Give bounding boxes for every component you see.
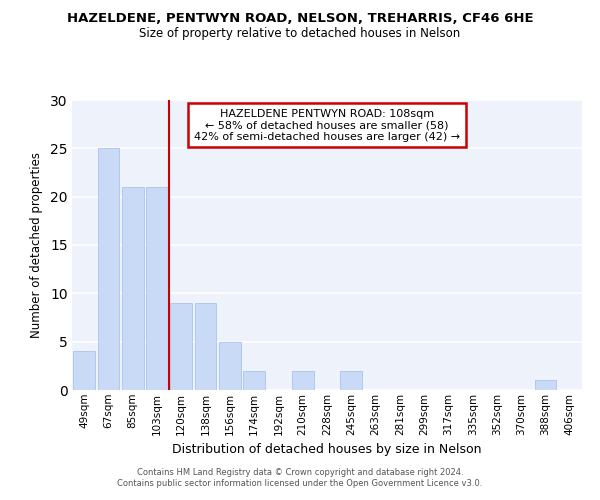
Bar: [340, 370, 362, 390]
Text: Contains HM Land Registry data © Crown copyright and database right 2024.
Contai: Contains HM Land Registry data © Crown c…: [118, 468, 482, 487]
Bar: [146, 187, 168, 390]
Bar: [535, 380, 556, 390]
Y-axis label: Number of detached properties: Number of detached properties: [30, 152, 43, 338]
Text: HAZELDENE, PENTWYN ROAD, NELSON, TREHARRIS, CF46 6HE: HAZELDENE, PENTWYN ROAD, NELSON, TREHARR…: [67, 12, 533, 26]
Bar: [122, 187, 143, 390]
Bar: [219, 342, 241, 390]
Bar: [243, 370, 265, 390]
X-axis label: Distribution of detached houses by size in Nelson: Distribution of detached houses by size …: [172, 443, 482, 456]
Bar: [292, 370, 314, 390]
Text: HAZELDENE PENTWYN ROAD: 108sqm
← 58% of detached houses are smaller (58)
42% of : HAZELDENE PENTWYN ROAD: 108sqm ← 58% of …: [194, 108, 460, 142]
Bar: [73, 352, 95, 390]
Bar: [97, 148, 119, 390]
Bar: [194, 303, 217, 390]
Bar: [170, 303, 192, 390]
Text: Size of property relative to detached houses in Nelson: Size of property relative to detached ho…: [139, 28, 461, 40]
